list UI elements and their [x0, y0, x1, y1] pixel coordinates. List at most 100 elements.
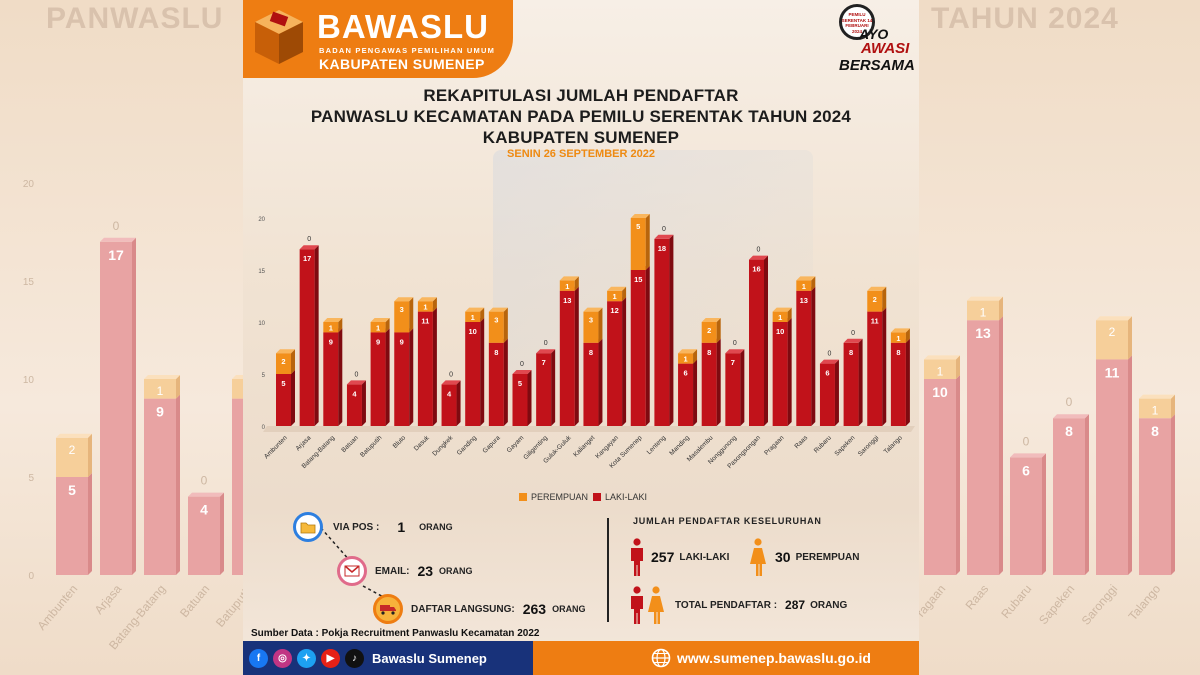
background-bar-laki-laki — [188, 492, 224, 575]
background-bar-laki-laki — [1053, 414, 1089, 575]
x-tick-label: Rubaru — [813, 434, 833, 454]
logo-subtitle: BADAN PENGAWAS PEMILIHAN UMUM — [319, 46, 496, 55]
background-x-tick: Arjasa — [92, 582, 125, 617]
totals-divider — [607, 518, 609, 622]
logo-region: KABUPATEN SUMENEP — [319, 56, 485, 72]
background-bar-label: 0 — [1023, 434, 1030, 448]
totals-heading: JUMLAH PENDAFTAR KESELURUHAN — [633, 516, 822, 526]
poster: BAWASLU BADAN PENGAWAS PEMILIHAN UMUM KA… — [243, 0, 919, 675]
bar-laki-laki — [441, 380, 461, 426]
background-bar-label: 6 — [1022, 462, 1030, 478]
x-tick-label: Ambunten — [263, 434, 289, 460]
bar-label-laki-laki: 9 — [329, 337, 333, 346]
background-x-tick: Ambunten — [34, 582, 80, 633]
background-right-chart: 10 1 Pragaan 13 1 Raas 6 0 Rubaru 8 0 Sapeken 11 2 Sar… — [919, 296, 1175, 628]
totals-female-value: 30 — [775, 549, 791, 565]
x-tick-label: Gayam — [506, 434, 526, 454]
background-bar-label: 5 — [68, 482, 76, 498]
x-tick-label: Manding — [668, 434, 691, 457]
bar-laki-laki — [607, 297, 627, 426]
bar-perempuan — [867, 286, 887, 312]
bar-laki-laki — [725, 349, 745, 426]
bar-label-laki-laki: 8 — [896, 348, 900, 357]
background-bar-laki-laki — [232, 394, 243, 575]
channel-direct-label: DAFTAR LANGSUNG: — [411, 603, 515, 615]
bar-label-perempuan: 2 — [873, 295, 877, 304]
background-y-tick: 0 — [28, 571, 34, 582]
bar-label-perempuan: 0 — [307, 236, 311, 243]
x-tick-label: Dasuk — [413, 434, 432, 453]
bar-label-laki-laki: 10 — [776, 327, 784, 336]
background-bar-perempuan — [232, 375, 243, 399]
bar-label-perempuan: 5 — [636, 222, 640, 231]
bar-label-laki-laki: 11 — [871, 317, 879, 326]
bar-laki-laki — [796, 286, 816, 426]
facebook-icon[interactable]: f — [249, 648, 268, 668]
background-bar-label: 1 — [157, 384, 164, 398]
youtube-icon[interactable]: ▶ — [321, 648, 340, 668]
bar-label-laki-laki: 4 — [352, 389, 357, 398]
bar-label-perempuan: 1 — [683, 355, 687, 364]
bar-laki-laki — [512, 370, 532, 426]
bar-perempuan — [323, 318, 343, 333]
bar-label-laki-laki: 8 — [589, 348, 593, 357]
bar-laki-laki — [819, 359, 839, 426]
footer-url[interactable]: www.sumenep.bawaslu.go.id — [677, 650, 871, 666]
bar-perempuan — [370, 318, 390, 333]
background-bar-laki-laki — [1010, 453, 1046, 575]
background-x-tick: Pragaan — [919, 582, 948, 626]
ballot-box-icon — [255, 10, 303, 64]
bar-laki-laki — [323, 328, 343, 426]
bar-label-perempuan: 1 — [802, 282, 806, 291]
legend-female: PEREMPUAN — [519, 492, 588, 502]
bar-label-perempuan: 0 — [520, 361, 524, 368]
bar-perempuan — [607, 286, 627, 302]
bar-label-perempuan: 3 — [494, 316, 498, 325]
legend-female-label: PEREMPUAN — [531, 492, 589, 502]
bar-laki-laki — [417, 307, 437, 426]
twitter-icon[interactable]: ✦ — [297, 648, 316, 668]
background-bar-label: 13 — [975, 325, 991, 341]
background-bar-label: 9 — [156, 404, 164, 420]
background-bar-label: 8 — [1151, 423, 1159, 439]
y-tick-label: 5 — [262, 373, 266, 379]
footer-handle[interactable]: Bawaslu Sumenep — [372, 650, 487, 666]
logo-name: BAWASLU — [317, 8, 489, 45]
bar-laki-laki — [346, 380, 366, 426]
bar-perempuan — [630, 214, 650, 270]
folder-icon — [293, 512, 323, 542]
background-bar-perempuan — [1139, 394, 1175, 419]
bar-perempuan — [276, 349, 295, 374]
bar-label-laki-laki: 18 — [658, 244, 666, 253]
chart-floor — [263, 426, 915, 432]
totals-male: 257 LAKI-LAKI — [629, 538, 729, 576]
bar-laki-laki — [654, 234, 674, 426]
globe-icon — [651, 648, 671, 668]
bar-label-perempuan: 1 — [613, 292, 617, 301]
legend-female-swatch — [519, 493, 527, 501]
tiktok-icon[interactable]: ♪ — [345, 648, 364, 668]
badge-line2: AWASI — [861, 40, 910, 57]
bar-label-perempuan: 2 — [707, 326, 711, 335]
bar-perempuan — [701, 318, 721, 343]
background-x-tick: Batuan — [177, 582, 212, 620]
bar-perempuan — [678, 349, 698, 364]
instagram-icon[interactable]: ◎ — [273, 648, 292, 668]
background-bar-laki-laki — [1139, 414, 1175, 575]
ayo-awasi-badge: PEMILU SERENTAK 14 FEBRUARI 2024 AYO AWA… — [835, 4, 915, 76]
bar-label-perempuan: 1 — [423, 303, 427, 312]
legend-male: LAKI-LAKI — [593, 492, 647, 502]
bar-label-perempuan: 0 — [354, 371, 358, 378]
bar-label-perempuan: 0 — [851, 330, 855, 337]
bar-label-perempuan: 3 — [589, 316, 593, 325]
totals-female-label: PEREMPUAN — [795, 551, 860, 563]
background-left-blur: PANWASLU 20 15 10 5 0 5 2 Ambunten 17 0 Arjasa 9 1 Ba… — [0, 0, 243, 675]
data-source: Sumber Data : Pokja Recruitment Panwaslu… — [251, 628, 540, 639]
background-left-chart: 2015105052Ambunten170Arjasa91Batang-Bata… — [23, 179, 243, 652]
background-bar-laki-laki — [144, 394, 180, 575]
bar-label-laki-laki: 6 — [825, 369, 829, 378]
totals-all: TOTAL PENDAFTAR : 287 ORANG — [629, 586, 847, 624]
background-bar-label: 2 — [69, 443, 76, 457]
bar-label-laki-laki: 9 — [376, 337, 380, 346]
bar-label-perempuan: 1 — [778, 313, 782, 322]
